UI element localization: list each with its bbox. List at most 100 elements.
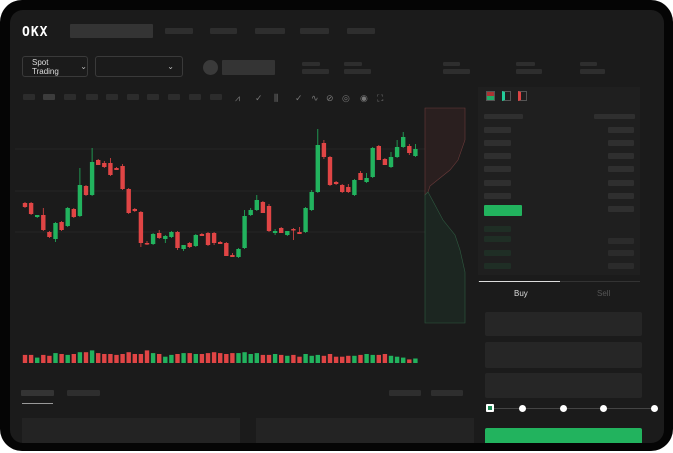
candle [22,203,28,207]
slider-step[interactable] [651,405,658,412]
volume-bar [346,355,351,363]
volume-bar [150,353,156,363]
trading-mode-dropdown[interactable]: Spot Trading ⌄ [22,56,88,77]
tab-sell[interactable]: Sell [597,289,611,298]
indicator-icon[interactable]: ⩘ [235,93,241,103]
filter-button[interactable] [389,390,421,396]
orderbook-both-icon[interactable] [486,91,495,101]
candle [346,187,351,192]
slider-step[interactable] [519,405,526,412]
leverage-slider-track[interactable] [490,408,658,409]
nav-item[interactable] [255,28,285,34]
amount-input[interactable] [485,342,642,368]
candle [205,233,211,245]
indicator-icon[interactable]: ✓ [255,93,263,103]
candle [59,222,64,230]
stat-value [443,69,470,74]
candle [279,228,284,233]
candle [89,162,95,195]
timeframe-button[interactable] [86,94,98,100]
tab-order-history[interactable] [67,390,100,396]
volume-bar [315,354,320,363]
bid-amount [608,263,634,269]
volume-bar [394,356,400,363]
draw-icon[interactable]: ⊘ [326,93,334,103]
nav-item[interactable] [165,28,193,34]
volume-bar [126,352,131,363]
stat-label [302,62,320,66]
ask-price [484,127,511,133]
pair-dropdown[interactable]: ⌄ [95,56,183,77]
timeframe-button[interactable] [210,94,222,100]
candle [83,186,89,195]
settings-icon[interactable]: ◉ [360,93,368,103]
slider-step[interactable] [600,405,607,412]
candle [297,232,302,234]
ask-price [484,140,511,146]
timeframe-button[interactable] [23,94,35,100]
candle [77,185,83,216]
volume-bar [199,354,205,363]
orderbook-bids-icon[interactable] [502,91,511,101]
ask-price [484,153,511,159]
timeframe-button[interactable] [147,94,159,100]
volume-bar [297,356,302,363]
volume-bar [285,355,290,363]
orderbook-header-amount [594,114,635,119]
nav-item[interactable] [210,28,237,34]
line-icon[interactable]: ∿ [311,93,319,103]
candle [211,233,217,243]
ask-amount [608,166,634,172]
coin-icon [203,60,218,75]
chevron-down-icon: ⌄ [80,62,87,71]
tab-buy[interactable]: Buy [514,289,528,298]
okx-logo[interactable]: OKX [22,25,49,40]
candle [388,157,394,167]
price-chart[interactable] [10,10,480,380]
timeframe-button[interactable] [43,94,55,100]
fullscreen-icon[interactable]: ⛶ [377,93,384,103]
tab-open-orders[interactable] [21,390,54,396]
candle [266,206,272,231]
ask-amount [608,153,634,159]
volume-bar [254,353,259,363]
timeframe-button[interactable] [168,94,180,100]
bid-price [484,250,511,256]
volume-bar [144,350,150,363]
dropdown-icon[interactable]: ✓ [295,93,303,103]
filter-button[interactable] [431,390,463,396]
slider-step[interactable] [560,405,567,412]
chevron-down-icon: ⌄ [167,62,174,71]
candle [242,216,247,248]
candle [28,203,34,214]
bid-price [484,236,511,242]
volume-bar [382,354,388,363]
volume-bar [333,356,339,363]
timeframe-button[interactable] [127,94,139,100]
volume-bar [376,354,381,363]
volume-bar [388,355,394,363]
stat-value [302,69,329,74]
volume-bar [224,354,229,363]
slider-step-active[interactable] [486,404,494,412]
nav-item[interactable] [347,28,375,34]
candle [47,232,52,237]
volume-bar [169,354,174,363]
timeframe-button[interactable] [106,94,118,100]
volume-bar [108,354,113,363]
orderbook-asks-icon[interactable] [518,91,527,101]
candle [71,209,76,217]
volume-bar [163,356,168,363]
camera-icon[interactable]: ◎ [342,93,350,103]
search-bar[interactable] [70,24,153,38]
price-input[interactable] [485,312,642,336]
total-input[interactable] [485,373,642,398]
timeframe-button[interactable] [64,94,76,100]
nav-item[interactable] [300,28,329,34]
candle-type-icon[interactable]: ⫼ [274,93,279,103]
volume-bar [22,354,28,363]
ask-amount [608,140,634,146]
candle [175,232,180,248]
timeframe-button[interactable] [189,94,201,100]
buy-button[interactable] [485,428,642,443]
